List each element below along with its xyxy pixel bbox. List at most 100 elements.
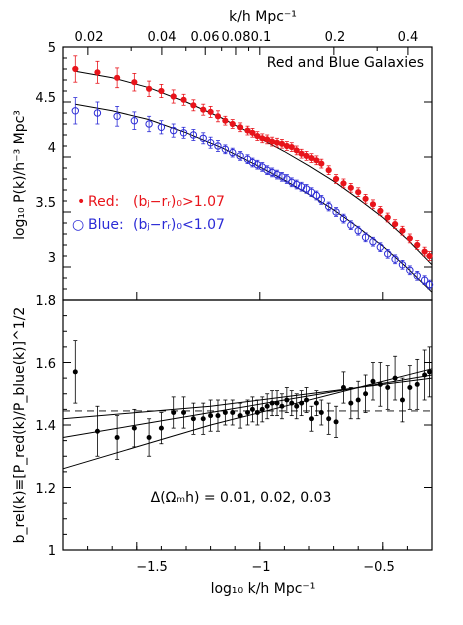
data-point (93, 109, 102, 117)
data-point (214, 142, 222, 150)
data-point (308, 155, 315, 162)
data-point (131, 79, 138, 86)
data-point (72, 369, 78, 375)
data-point (269, 400, 275, 406)
data-point (249, 406, 255, 412)
xtick--1: −1 (251, 560, 270, 575)
data-point (237, 124, 244, 131)
data-point (421, 248, 428, 255)
top-tick-0.02: 0.02 (75, 30, 104, 45)
data-point (244, 127, 251, 134)
model-curve (75, 70, 433, 266)
ytick-top-4: 4 (48, 141, 56, 156)
data-point (259, 135, 266, 142)
data-point (340, 385, 346, 390)
data-point (214, 113, 222, 120)
ytick-top-3.5: 3.5 (35, 196, 56, 211)
data-point (200, 416, 206, 422)
data-point (347, 221, 355, 229)
data-point (406, 235, 413, 242)
legend-red-cond: (bⱼ−rᵣ)₀>1.07 (133, 194, 225, 210)
data-point (222, 410, 228, 415)
data-point (170, 126, 178, 135)
data-point (392, 221, 399, 228)
data-point (273, 170, 281, 179)
top-tick-0.2: 0.2 (325, 30, 346, 45)
data-point (199, 134, 207, 143)
data-point (236, 152, 244, 160)
data-point (339, 214, 348, 223)
data-point (307, 188, 316, 196)
data-point (278, 173, 286, 181)
data-point (190, 102, 197, 109)
panel-title: Red and Blue Galaxies (267, 55, 424, 71)
data-point (145, 120, 153, 128)
data-point (200, 106, 207, 113)
data-point (181, 410, 187, 415)
data-point (376, 243, 385, 251)
top-tick-0.1: 0.1 (251, 30, 272, 45)
data-point (294, 403, 300, 409)
data-point (230, 410, 236, 415)
data-point (333, 419, 339, 425)
data-point (363, 391, 369, 397)
data-point (332, 208, 340, 216)
ytick-top-3: 3 (48, 251, 56, 266)
top-tick-0.06: 0.06 (191, 30, 220, 45)
data-point (318, 160, 325, 167)
ytick-top-5: 5 (48, 41, 56, 56)
data-point (369, 238, 377, 246)
data-point (254, 133, 261, 140)
data-point (170, 93, 177, 100)
x-axis-label: log₁₀ k/h Mpc⁻¹ (211, 581, 316, 597)
data-point (377, 207, 384, 214)
xtick--1.5: −1.5 (136, 560, 168, 575)
data-point (361, 233, 370, 242)
data-point (324, 202, 333, 211)
data-point (229, 120, 236, 128)
data-point (130, 117, 139, 125)
data-point (304, 397, 310, 403)
data-point (259, 406, 265, 412)
data-point (273, 139, 281, 146)
data-point (274, 400, 280, 406)
data-point (302, 185, 311, 193)
data-point (288, 178, 296, 187)
data-point (377, 381, 383, 387)
legend: • Red: (bⱼ−rᵣ)₀>1.07 ○ Blue: (bⱼ−rᵣ)₀<1.… (72, 194, 225, 233)
data-point (283, 175, 291, 183)
ytick-bottom-1.6: 1.6 (35, 357, 56, 372)
data-point (355, 189, 362, 196)
data-point (313, 400, 319, 406)
data-point (248, 158, 257, 167)
data-point (299, 400, 305, 406)
top-tick-0.4: 0.4 (398, 30, 419, 45)
data-point (189, 131, 198, 139)
data-point (318, 410, 324, 415)
data-point (263, 166, 271, 174)
data-point (427, 369, 433, 375)
data-point (414, 381, 420, 387)
data-point (391, 255, 399, 263)
ytick-bottom-1.8: 1.8 (35, 294, 56, 309)
data-point (131, 425, 137, 431)
data-point (113, 112, 121, 121)
top-panel-frame (62, 46, 433, 301)
data-point (264, 403, 270, 409)
data-point (269, 138, 276, 145)
legend-red-name: Red: (88, 194, 119, 210)
data-point (229, 148, 237, 157)
data-point (406, 266, 414, 274)
data-point (254, 410, 260, 415)
data-point (71, 107, 80, 115)
legend-red-marker: • (77, 194, 85, 210)
data-point (180, 96, 187, 103)
bottom-panel-ticks (62, 299, 432, 551)
ytick-top-4.5: 4.5 (35, 91, 56, 106)
data-point (157, 123, 166, 132)
legend-blue-cond: (bⱼ−rᵣ)₀<1.07 (133, 217, 225, 233)
data-point (222, 117, 229, 124)
data-point (384, 250, 392, 258)
top-tick-0.08: 0.08 (222, 30, 251, 45)
data-point (264, 136, 271, 143)
